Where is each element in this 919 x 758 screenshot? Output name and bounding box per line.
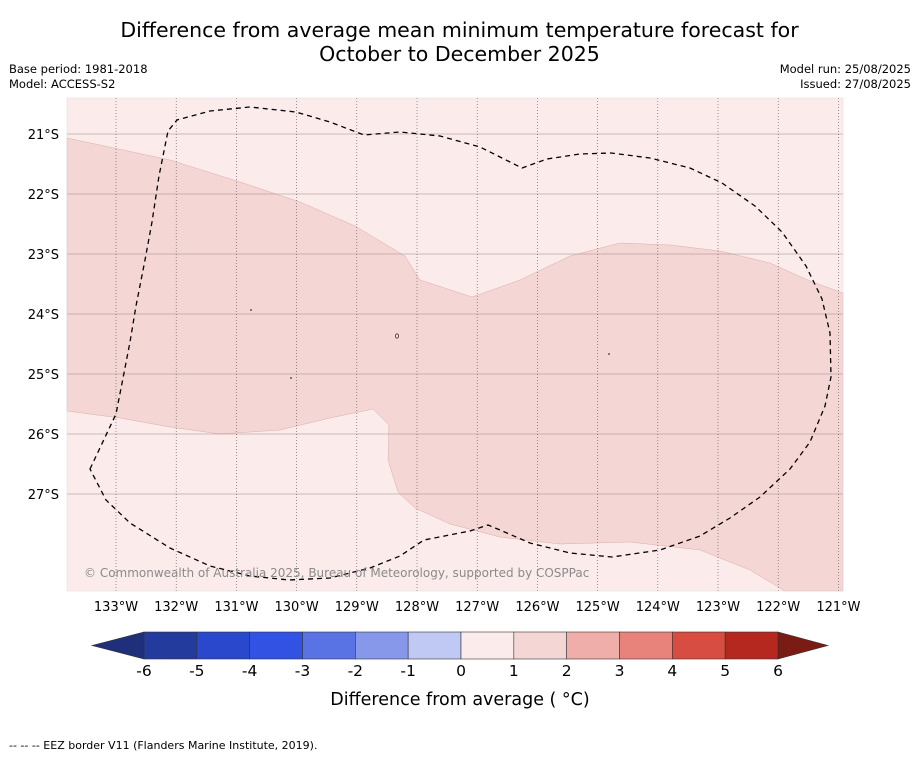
lon-label: 122°W	[756, 600, 800, 615]
chart-title: Difference from average mean minimum tem…	[0, 18, 919, 66]
colorbar: -6 -5 -4 -3 -2 -1 0 1 2 3 4 5 6	[90, 631, 830, 680]
colorbar-tick-label: 2	[562, 662, 572, 680]
eez-border	[89, 106, 832, 581]
colorbar-segment	[566, 631, 620, 660]
colorbar-tick-label: 4	[667, 662, 677, 680]
island-markers	[250, 309, 610, 379]
colorbar-segment	[302, 631, 356, 660]
lon-label: 126°W	[515, 600, 559, 615]
lon-label: 131°W	[214, 600, 258, 615]
colorbar-tick-label: -5	[189, 662, 204, 680]
lon-label: 124°W	[636, 600, 680, 615]
map-figure: © Commonwealth of Australia 2025, Bureau…	[28, 97, 861, 710]
colorbar-segment	[724, 631, 779, 660]
longitude-labels: 133°W 132°W 131°W 130°W 129°W 128°W 127°W 126°W…	[94, 600, 861, 615]
model-text: Model: ACCESS-S2	[9, 77, 116, 91]
colorbar-tick-label: 1	[509, 662, 519, 680]
lon-label: 133°W	[94, 600, 138, 615]
lat-label: 21°S	[28, 128, 59, 143]
base-period-text: Base period: 1981-2018	[9, 62, 148, 76]
colorbar-tick-label: 5	[720, 662, 730, 680]
lon-label: 127°W	[455, 600, 499, 615]
colorbar-segment	[355, 631, 409, 660]
colorbar-tick-label: -1	[400, 662, 415, 680]
lat-label: 25°S	[28, 368, 59, 383]
colorbar-segment	[407, 631, 462, 660]
map-frame	[66, 97, 844, 592]
copyright-text: © Commonwealth of Australia 2025, Bureau…	[84, 566, 589, 580]
island-marker	[394, 333, 399, 339]
lon-label: 129°W	[335, 600, 379, 615]
colorbar-segment	[672, 631, 726, 660]
lon-label: 123°W	[696, 600, 740, 615]
lon-label: 130°W	[275, 600, 319, 615]
title-line-1: Difference from average mean minimum tem…	[120, 18, 799, 42]
eez-legend-note: -- -- -- EEZ border V11 (Flanders Marine…	[9, 739, 318, 752]
lon-label: 128°W	[395, 600, 439, 615]
colorbar-tick-label: -4	[242, 662, 257, 680]
colorbar-tick-label: -6	[136, 662, 151, 680]
colorbar-segment	[513, 631, 567, 660]
colorbar-tick-label: -3	[295, 662, 310, 680]
colorbar-label: Difference from average ( °C)	[330, 690, 589, 710]
colorbar-segment	[249, 631, 303, 660]
colorbar-under-arrow	[90, 631, 145, 660]
island-marker	[250, 309, 252, 311]
island-marker	[608, 353, 610, 355]
meta-left: Base period: 1981-2018 Model: ACCESS-S2	[9, 62, 148, 92]
colorbar-over-arrow	[777, 631, 830, 660]
lat-label: 23°S	[28, 248, 59, 263]
lon-label: 125°W	[576, 600, 620, 615]
lat-label: 26°S	[28, 428, 59, 443]
model-run-text: Model run: 25/08/2025	[779, 62, 911, 76]
colorbar-segment	[143, 631, 198, 660]
title-line-2: October to December 2025	[319, 42, 600, 66]
lon-label: 132°W	[154, 600, 198, 615]
latitude-labels: 21°S 22°S 23°S 24°S 25°S 26°S 27°S	[28, 128, 59, 503]
issued-text: Issued: 27/08/2025	[800, 77, 911, 91]
colorbar-segment	[619, 631, 673, 660]
colorbar-segment	[196, 631, 250, 660]
lat-label: 22°S	[28, 188, 59, 203]
island-marker	[290, 377, 292, 379]
colorbar-tick-label: 0	[456, 662, 466, 680]
graticule	[67, 98, 843, 591]
colorbar-segment	[460, 631, 515, 660]
lat-label: 24°S	[28, 308, 59, 323]
colorbar-tick-label: 6	[773, 662, 783, 680]
meta-right: Model run: 25/08/2025 Issued: 27/08/2025	[780, 62, 911, 92]
colorbar-tick-label: 3	[615, 662, 625, 680]
anomaly-region-1-to-2	[66, 137, 844, 592]
lon-label: 121°W	[816, 600, 860, 615]
colorbar-tick-label: -2	[348, 662, 363, 680]
lat-label: 27°S	[28, 488, 59, 503]
